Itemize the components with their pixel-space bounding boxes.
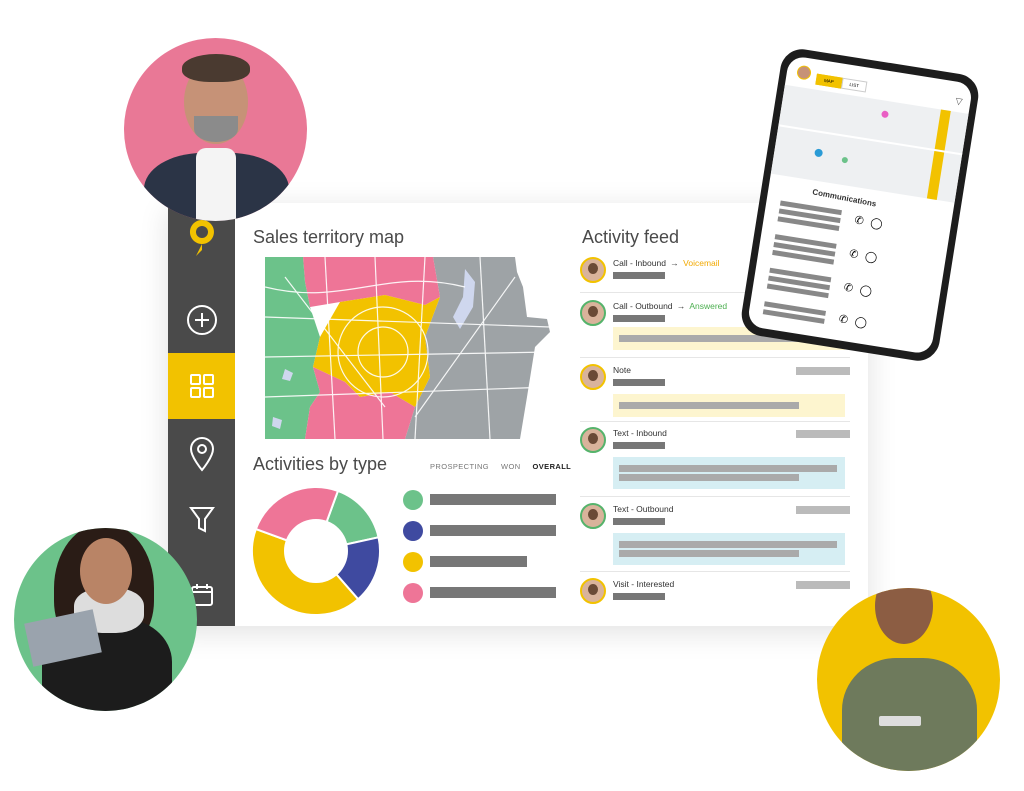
feed-item-label: Call - Inbound → Voicemail bbox=[613, 258, 720, 268]
legend-dot-yellow bbox=[403, 552, 423, 572]
avatar bbox=[580, 578, 606, 604]
note-line bbox=[619, 335, 819, 342]
map-title: Sales territory map bbox=[253, 227, 405, 247]
divider bbox=[580, 496, 850, 497]
feed-note bbox=[613, 394, 845, 417]
feed-item[interactable]: Visit - Interested bbox=[580, 578, 850, 608]
map-pin-icon[interactable] bbox=[880, 110, 890, 119]
tab-list[interactable]: LIST bbox=[840, 77, 868, 93]
person-photo-man-green-shirt bbox=[817, 588, 1000, 771]
logo-icon[interactable] bbox=[168, 203, 235, 269]
feed-item-title: Call - Inbound bbox=[613, 258, 666, 268]
feed-item-title: Note bbox=[613, 365, 631, 375]
feed-item-time bbox=[796, 367, 850, 375]
phone-map[interactable] bbox=[770, 84, 969, 203]
person-photo-woman-tablet bbox=[14, 528, 197, 711]
avatar bbox=[580, 364, 606, 390]
map-pin-icon[interactable] bbox=[814, 148, 824, 158]
activities-title: Activities by type bbox=[253, 454, 388, 474]
divider bbox=[580, 357, 850, 358]
phone-comm-row[interactable]: ✆ ◯ bbox=[766, 265, 873, 301]
phone-icon[interactable]: ✆ bbox=[853, 214, 865, 228]
avatar bbox=[580, 257, 606, 283]
phone-comm-row[interactable]: ✆ ◯ bbox=[772, 231, 878, 267]
divider bbox=[580, 421, 850, 422]
chat-icon[interactable]: ◯ bbox=[869, 216, 884, 231]
avatar bbox=[580, 427, 606, 453]
avatar bbox=[580, 503, 606, 529]
arrow-icon: → bbox=[676, 301, 686, 311]
legend-dot-green bbox=[403, 490, 423, 510]
feed-title: Activity feed bbox=[582, 227, 680, 247]
phone-icon[interactable]: ✆ bbox=[848, 247, 860, 262]
note-line bbox=[619, 541, 837, 548]
arrow-icon: → bbox=[670, 258, 679, 268]
phone-tabs: MAP LIST bbox=[815, 73, 868, 93]
feed-item-title: Text - Outbound bbox=[613, 504, 674, 514]
tab-map[interactable]: MAP bbox=[815, 73, 843, 89]
feed-item[interactable]: Call - Inbound → Voicemail bbox=[580, 257, 850, 287]
feed-item-label: Call - Outbound → Answered bbox=[613, 301, 727, 311]
feed-item-title: Text - Inbound bbox=[613, 428, 667, 438]
feed-item-subtitle bbox=[613, 593, 665, 600]
note-line bbox=[619, 465, 837, 472]
note-line bbox=[619, 402, 799, 409]
legend-bar bbox=[430, 556, 527, 567]
avatar bbox=[796, 64, 813, 81]
feed-item-subtitle bbox=[613, 272, 665, 279]
divider bbox=[580, 571, 850, 572]
feed-item[interactable]: Text - Outbound bbox=[580, 503, 850, 565]
status-voicemail: Voicemail bbox=[683, 258, 720, 268]
filter-overall[interactable]: OVERALL bbox=[532, 462, 572, 471]
filter-icon[interactable]: ▽ bbox=[954, 95, 964, 107]
chat-icon[interactable]: ◯ bbox=[858, 284, 873, 298]
feed-note bbox=[613, 533, 845, 565]
legend-dot-pink bbox=[403, 583, 423, 603]
map-pin-icon[interactable] bbox=[168, 421, 235, 487]
feed-item-time bbox=[796, 581, 850, 589]
add-icon[interactable] bbox=[168, 287, 235, 353]
status-answered: Answered bbox=[689, 301, 728, 311]
territory-map[interactable] bbox=[265, 257, 550, 439]
filter-icon[interactable] bbox=[168, 487, 235, 553]
feed-item-title: Call - Outbound bbox=[613, 301, 673, 311]
chat-icon[interactable]: ◯ bbox=[864, 250, 879, 265]
legend-bar bbox=[430, 525, 556, 536]
dashboard-icon[interactable] bbox=[168, 353, 235, 419]
chat-icon[interactable]: ◯ bbox=[853, 315, 868, 330]
feed-item-time bbox=[796, 506, 850, 514]
note-line bbox=[619, 550, 799, 557]
mobile-phone: MAP LIST ▽ Communications ✆ ◯ ✆ ◯ bbox=[738, 46, 982, 364]
phone-comm-row[interactable]: ✆ ◯ bbox=[762, 298, 868, 329]
feed-item[interactable]: Text - Inbound bbox=[580, 427, 850, 489]
activity-filters: PROSPECTING WON OVERALL bbox=[430, 462, 571, 471]
feed-item-subtitle bbox=[613, 379, 665, 386]
feed-item-title: Visit - Interested bbox=[613, 579, 675, 589]
note-line bbox=[619, 474, 799, 481]
phone-icon[interactable]: ✆ bbox=[837, 313, 849, 327]
feed-item-subtitle bbox=[613, 315, 665, 322]
phone-comm-row[interactable]: ✆ ◯ bbox=[777, 198, 883, 234]
legend-bar bbox=[430, 494, 556, 505]
feed-item-subtitle bbox=[613, 518, 665, 525]
filter-won[interactable]: WON bbox=[501, 462, 521, 471]
legend-bar bbox=[430, 587, 556, 598]
feed-item-subtitle bbox=[613, 442, 665, 449]
legend-dot-navy bbox=[403, 521, 423, 541]
feed-item[interactable]: Note bbox=[580, 364, 850, 417]
person-photo-man-blazer bbox=[124, 38, 307, 221]
activities-donut[interactable] bbox=[250, 485, 382, 617]
divider bbox=[580, 292, 850, 293]
phone-icon[interactable]: ✆ bbox=[842, 281, 854, 295]
feed-note bbox=[613, 457, 845, 489]
feed-item-time bbox=[796, 430, 850, 438]
map-pin-icon[interactable] bbox=[841, 156, 849, 164]
avatar bbox=[580, 300, 606, 326]
filter-prospecting[interactable]: PROSPECTING bbox=[430, 462, 489, 471]
